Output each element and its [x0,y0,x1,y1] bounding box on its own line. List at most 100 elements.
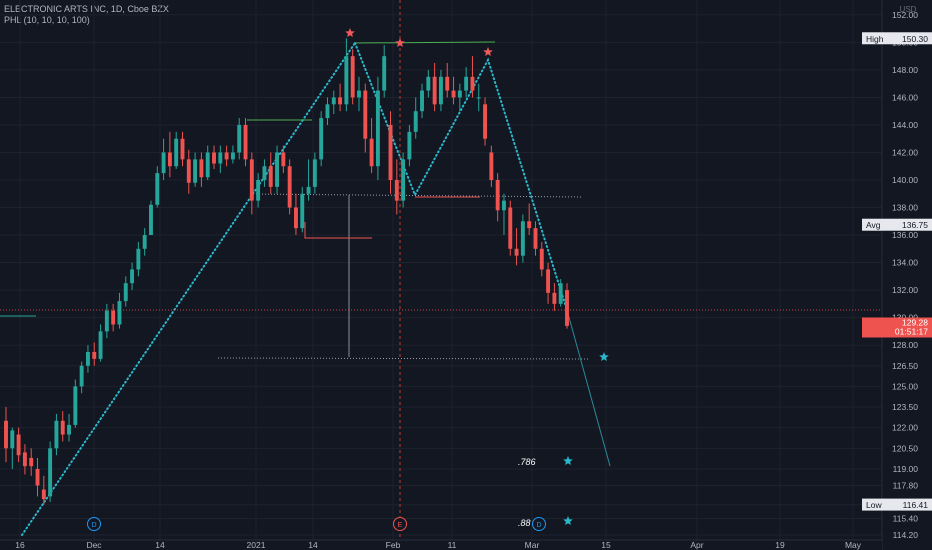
candle-body [489,152,494,180]
candle-body [230,152,235,160]
candle-body [48,448,53,497]
candle-body [527,221,532,229]
candle-body [338,97,343,105]
candle-body [249,159,254,201]
candle-body [262,166,267,180]
candle-body [350,56,355,98]
peak-star-icon [345,28,355,37]
time-axis[interactable]: 16 Dec 14 2021 14 Feb 11 Mar 15 Apr 19 May [0,539,882,550]
candle-body [520,221,525,256]
neckline [249,193,583,198]
candle-body [483,104,488,139]
candle-body [413,111,418,132]
candle-body [539,248,544,270]
candle-body [388,124,393,180]
candle-body [117,301,122,325]
candle-body [212,152,216,164]
dividend-badge-icon [87,517,101,531]
time-tick: Apr [690,540,703,550]
projection-line [566,309,611,467]
low-tag-name: Low [866,500,882,510]
candle-body [104,310,109,332]
candle-body [167,152,172,167]
time-tick: 16 [15,540,25,550]
candle-body [73,386,78,425]
time-tick: Dec [86,540,102,550]
price-tick: 134.00 [892,258,918,268]
candle-body [218,152,223,164]
time-tick: 15 [601,540,611,550]
candle-body [29,457,34,467]
price-tick: 119.00 [893,464,919,474]
earnings-badge-icon [393,517,407,531]
candle-body [136,248,141,270]
price-axis[interactable]: USD152.00150.00148.00146.00144.00142.001… [862,0,932,550]
target-star-icon [599,352,609,361]
candle-body [67,424,71,435]
candle-body [470,76,475,91]
time-tick: Feb [386,540,401,550]
target-line [217,357,591,360]
candle-body [426,76,431,91]
candle-body [186,159,191,183]
candle-body [407,131,412,160]
price-tick: 128.00 [892,340,918,350]
candle-body [79,365,84,387]
price-tick: 148.00 [892,65,918,75]
candle-body [502,200,506,211]
candle-body [432,76,437,105]
dividend-badge-label: D [91,522,96,529]
candle-body [60,420,65,435]
candle-body [174,138,179,167]
candle-body [420,90,424,112]
pattern-line [21,42,356,536]
candle-body [22,452,27,467]
time-tick: 14 [308,540,318,550]
high-tag-value: 150.30 [902,34,928,44]
target-star-icon [563,456,573,465]
price-axis-bg [882,0,932,550]
last-price-tag-value: 129.28 [902,318,928,328]
candle-body [123,283,128,302]
candles [4,38,569,505]
candle-body [294,207,298,229]
high-tag-name: High [866,34,884,44]
price-tick: 152.00 [892,10,918,20]
candle-body [394,179,399,201]
candle-body [495,179,500,211]
avg-tag-bg [862,218,932,231]
candle-body [130,269,135,284]
candle-body [16,434,21,456]
drawings [0,0,882,540]
price-tick: 144.00 [892,120,918,130]
price-tick: 138.00 [892,203,918,213]
candle-body [41,489,46,500]
time-tick: 14 [155,540,165,550]
avg-tag-name: Avg [866,220,881,230]
candle-body [312,159,317,187]
price-tick: 125.00 [892,381,918,391]
candle-body [54,420,59,449]
low-tag-value: 116.41 [903,500,929,510]
candle-body [369,138,374,167]
low-tag-bg [862,498,932,511]
price-tick: 140.00 [892,175,918,185]
price-tick: 122.00 [892,423,918,433]
candle-body [306,186,311,194]
candle-body [237,124,242,153]
price-tick: 117.80 [893,480,919,490]
top-line [354,41,496,44]
candle-body [287,166,292,208]
last-price-tag-value: 01:51:17 [895,327,928,337]
peak-star-icon [395,38,405,47]
price-tick: 123.50 [892,402,918,412]
time-tick: Mar [525,540,540,550]
candle-body [514,248,519,256]
candle-body [205,152,210,178]
candle-body [281,152,286,167]
candle-body [382,56,387,91]
candle-body [149,204,153,236]
candle-body [155,173,160,205]
candle-body [552,292,557,304]
